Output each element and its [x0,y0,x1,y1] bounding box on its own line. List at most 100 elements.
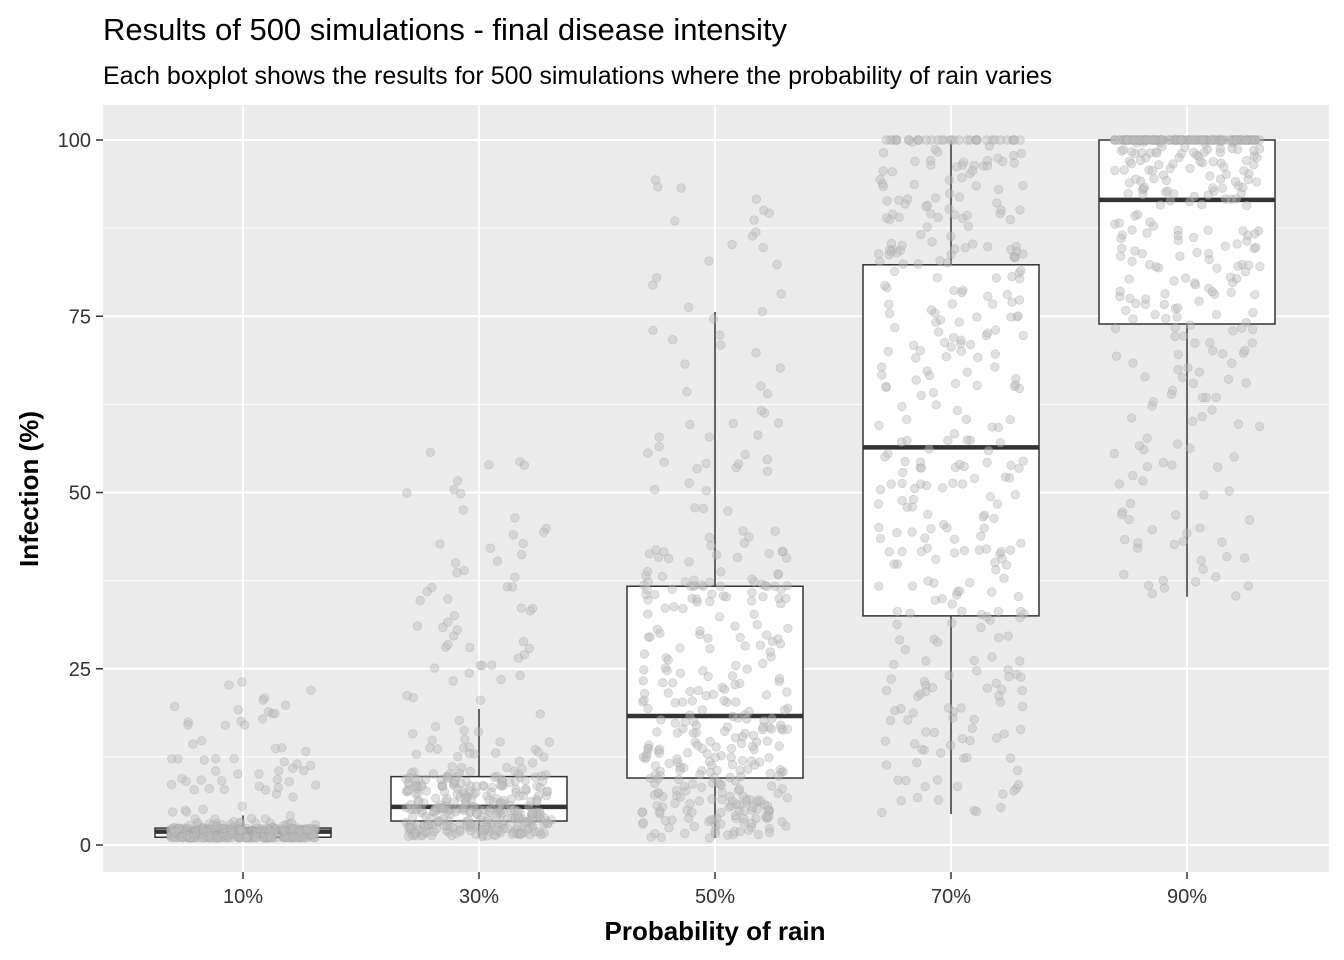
data-point [658,791,668,802]
data-point [477,811,487,822]
data-point [957,173,967,183]
data-point [1165,196,1176,206]
data-point [251,832,261,842]
data-point [279,833,289,843]
data-point [209,824,220,835]
data-point [1249,160,1259,170]
data-point [1016,672,1026,682]
data-point [453,804,463,814]
data-point [491,748,501,758]
data-point [1233,180,1244,191]
data-point [1198,392,1208,403]
data-point [691,727,701,738]
data-point [1184,135,1194,145]
data-point [907,502,918,512]
data-point [883,346,894,357]
data-point [1002,289,1012,300]
data-point [233,821,243,831]
data-point [181,829,191,839]
data-point [539,813,550,823]
data-point [642,566,653,577]
data-point [1115,291,1125,302]
data-point [188,739,198,749]
data-point [687,807,697,817]
data-point [294,826,305,836]
data-point [535,709,546,719]
data-point [294,825,305,836]
data-point [241,823,252,834]
data-point [907,137,918,147]
data-point [456,804,466,814]
data-point [437,781,448,791]
data-point [523,824,533,834]
data-point [466,781,476,791]
data-point [742,714,752,724]
data-point [654,748,665,758]
data-point [211,832,222,843]
data-point [1134,135,1145,145]
data-point [643,743,654,753]
data-point [404,779,414,790]
data-point [880,452,890,462]
data-point [889,659,899,670]
data-point [759,800,770,810]
data-point [670,216,680,226]
y-axis-label: Infection (%) [14,411,44,567]
data-point [270,743,281,754]
data-point [736,738,747,749]
data-point [897,478,907,489]
jitter-points-layer [165,135,1265,843]
data-point [171,825,181,836]
data-point [491,794,502,804]
data-point [1152,135,1163,145]
data-point [416,831,427,841]
data-point [951,162,962,172]
data-point [538,776,548,787]
data-point [203,831,213,842]
data-point [287,825,298,835]
data-point [1010,252,1020,262]
data-point [1006,460,1016,471]
data-point [931,317,941,328]
data-point [957,160,968,170]
data-point [763,805,773,815]
data-point [750,760,760,770]
data-point [499,799,510,809]
data-point [1170,303,1181,314]
data-point [1128,471,1138,481]
data-point [776,723,786,734]
data-point [274,766,284,776]
data-point [656,832,667,843]
data-point [930,144,940,155]
data-point [492,771,502,782]
data-point [1239,166,1249,176]
data-point [527,821,538,832]
data-point [744,825,754,835]
data-point [426,830,437,841]
data-point [410,774,420,784]
data-point [189,829,199,839]
data-point [198,824,208,834]
data-point [734,784,745,794]
data-point [288,763,298,773]
data-point [493,804,503,815]
data-point [731,462,742,473]
data-point [1228,326,1238,336]
data-point [414,825,425,835]
data-point [458,505,468,515]
data-point [532,781,542,792]
data-point [1226,287,1236,298]
data-point [228,829,238,839]
data-point [205,833,216,843]
data-point [459,805,469,816]
data-point [944,175,955,185]
data-point [479,781,489,792]
data-point [1125,293,1135,304]
chart-subtitle: Each boxplot shows the results for 500 s… [103,62,1052,90]
data-point [691,594,702,604]
data-point [935,256,945,266]
data-point [1243,135,1254,145]
data-point [894,212,904,223]
data-point [1160,289,1170,299]
data-point [288,826,299,836]
